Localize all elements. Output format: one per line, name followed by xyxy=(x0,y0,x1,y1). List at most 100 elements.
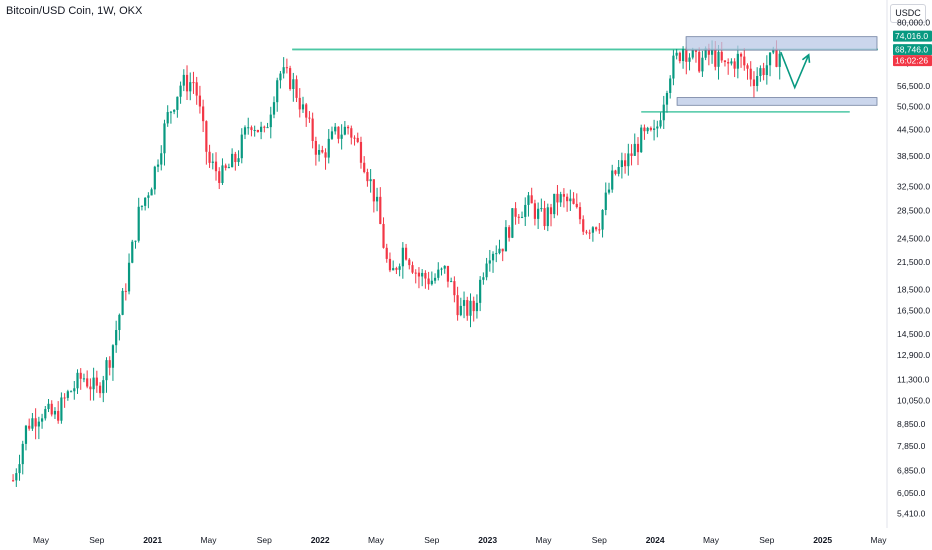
candle-body xyxy=(47,403,50,410)
candle-body xyxy=(649,127,652,130)
candle-body xyxy=(469,300,472,316)
time-axis[interactable]: May Sep 2021 May Sep 2022 May Sep 2023 May Sep 2024… xyxy=(33,535,887,545)
candle-body xyxy=(311,118,314,141)
candle-body xyxy=(772,48,775,53)
candle-body xyxy=(636,143,640,153)
candle-body xyxy=(28,425,31,429)
candle-body xyxy=(736,53,739,69)
candle-body xyxy=(53,410,57,415)
candle-body xyxy=(285,67,288,69)
candle-body xyxy=(289,68,292,90)
candle-body xyxy=(665,92,669,105)
candle-body xyxy=(556,193,559,203)
price-tick-label: 32,500.0 xyxy=(897,182,930,192)
price-tick-label: 10,050.0 xyxy=(897,396,930,406)
time-tick-label: Sep xyxy=(592,535,607,545)
candle-body xyxy=(424,272,427,279)
candle-body xyxy=(343,126,346,135)
projection-path xyxy=(780,51,810,90)
candle-body xyxy=(553,193,556,215)
quote-currency-button[interactable]: USDC xyxy=(890,4,926,23)
candle-body xyxy=(714,48,717,67)
candle-body xyxy=(430,280,433,285)
candle-body xyxy=(263,126,266,128)
candle-body xyxy=(21,443,24,465)
candle-body xyxy=(192,82,195,84)
candle-body xyxy=(340,134,343,139)
candle-body xyxy=(134,240,137,242)
candle-body xyxy=(314,140,317,155)
candle-body xyxy=(276,80,279,103)
candle-body xyxy=(659,120,662,127)
candle-body xyxy=(305,104,308,118)
candle-body xyxy=(508,227,511,238)
candle-body xyxy=(189,82,192,92)
candle-body xyxy=(739,53,743,57)
candle-body xyxy=(292,79,295,90)
candle-body xyxy=(765,65,768,76)
candle-body xyxy=(759,68,762,77)
candle-body xyxy=(717,51,720,67)
price-tick-label: 12,900.0 xyxy=(897,350,930,360)
candle-body xyxy=(411,265,414,273)
candle-body xyxy=(533,203,537,219)
candle-body xyxy=(640,127,643,153)
candle-body xyxy=(588,232,591,234)
candle-body xyxy=(214,161,218,172)
candle-body xyxy=(243,127,247,135)
price-tick-label: 6,850.0 xyxy=(897,466,926,476)
price-tick-label: 44,500.0 xyxy=(897,124,930,134)
price-label: 74,016.0 xyxy=(895,31,928,41)
price-axis[interactable]: 5,410.0 6,050.0 6,850.0 7,850.0 8,850.0 10,05… xyxy=(897,18,930,519)
candle-body xyxy=(211,161,214,163)
candle-body xyxy=(234,153,237,163)
candle-body xyxy=(398,266,401,270)
candle-body xyxy=(540,208,543,210)
candle-body xyxy=(324,152,327,158)
candle-body xyxy=(746,65,749,69)
price-tick-label: 21,500.0 xyxy=(897,257,930,267)
price-tick-label: 7,850.0 xyxy=(897,441,926,451)
candle-body xyxy=(327,138,330,158)
candle-body xyxy=(11,480,15,482)
candle-body xyxy=(549,207,553,215)
candle-body xyxy=(537,208,540,219)
candle-body xyxy=(185,74,189,92)
candle-body xyxy=(595,227,598,230)
price-tick-label: 80,000.0 xyxy=(897,18,930,28)
candle-body xyxy=(205,121,208,152)
candle-body xyxy=(308,117,311,119)
candle-body xyxy=(92,377,95,390)
candle-body xyxy=(218,171,221,183)
candle-body xyxy=(437,269,440,278)
candle-body xyxy=(173,109,176,112)
candle-body xyxy=(131,241,134,263)
time-tick-label: May xyxy=(368,535,385,545)
candle-body xyxy=(34,418,37,427)
candle-body xyxy=(591,227,594,233)
candles xyxy=(11,40,781,487)
candle-body xyxy=(701,57,704,72)
candle-body xyxy=(604,192,607,210)
price-tick-label: 14,500.0 xyxy=(897,329,930,339)
candle-body xyxy=(266,127,269,129)
time-tick-label: 2024 xyxy=(646,535,665,545)
candle-body xyxy=(31,418,34,429)
candle-body xyxy=(140,205,144,207)
candle-body xyxy=(749,68,752,80)
candle-body xyxy=(624,160,627,167)
candle-body xyxy=(76,372,79,389)
candle-body xyxy=(57,410,60,421)
candle-body xyxy=(710,48,714,55)
time-tick-label: May xyxy=(535,535,552,545)
candle-body xyxy=(669,78,672,93)
chart-title: Bitcoin/USD Coin, 1W, OKX xyxy=(6,5,143,17)
candle-body xyxy=(485,263,488,278)
candle-body xyxy=(272,102,276,115)
candle-body xyxy=(366,172,369,182)
resistance-zone xyxy=(685,36,878,51)
candle-body xyxy=(269,114,272,128)
candle-body xyxy=(50,403,53,415)
candle-body xyxy=(691,50,694,58)
